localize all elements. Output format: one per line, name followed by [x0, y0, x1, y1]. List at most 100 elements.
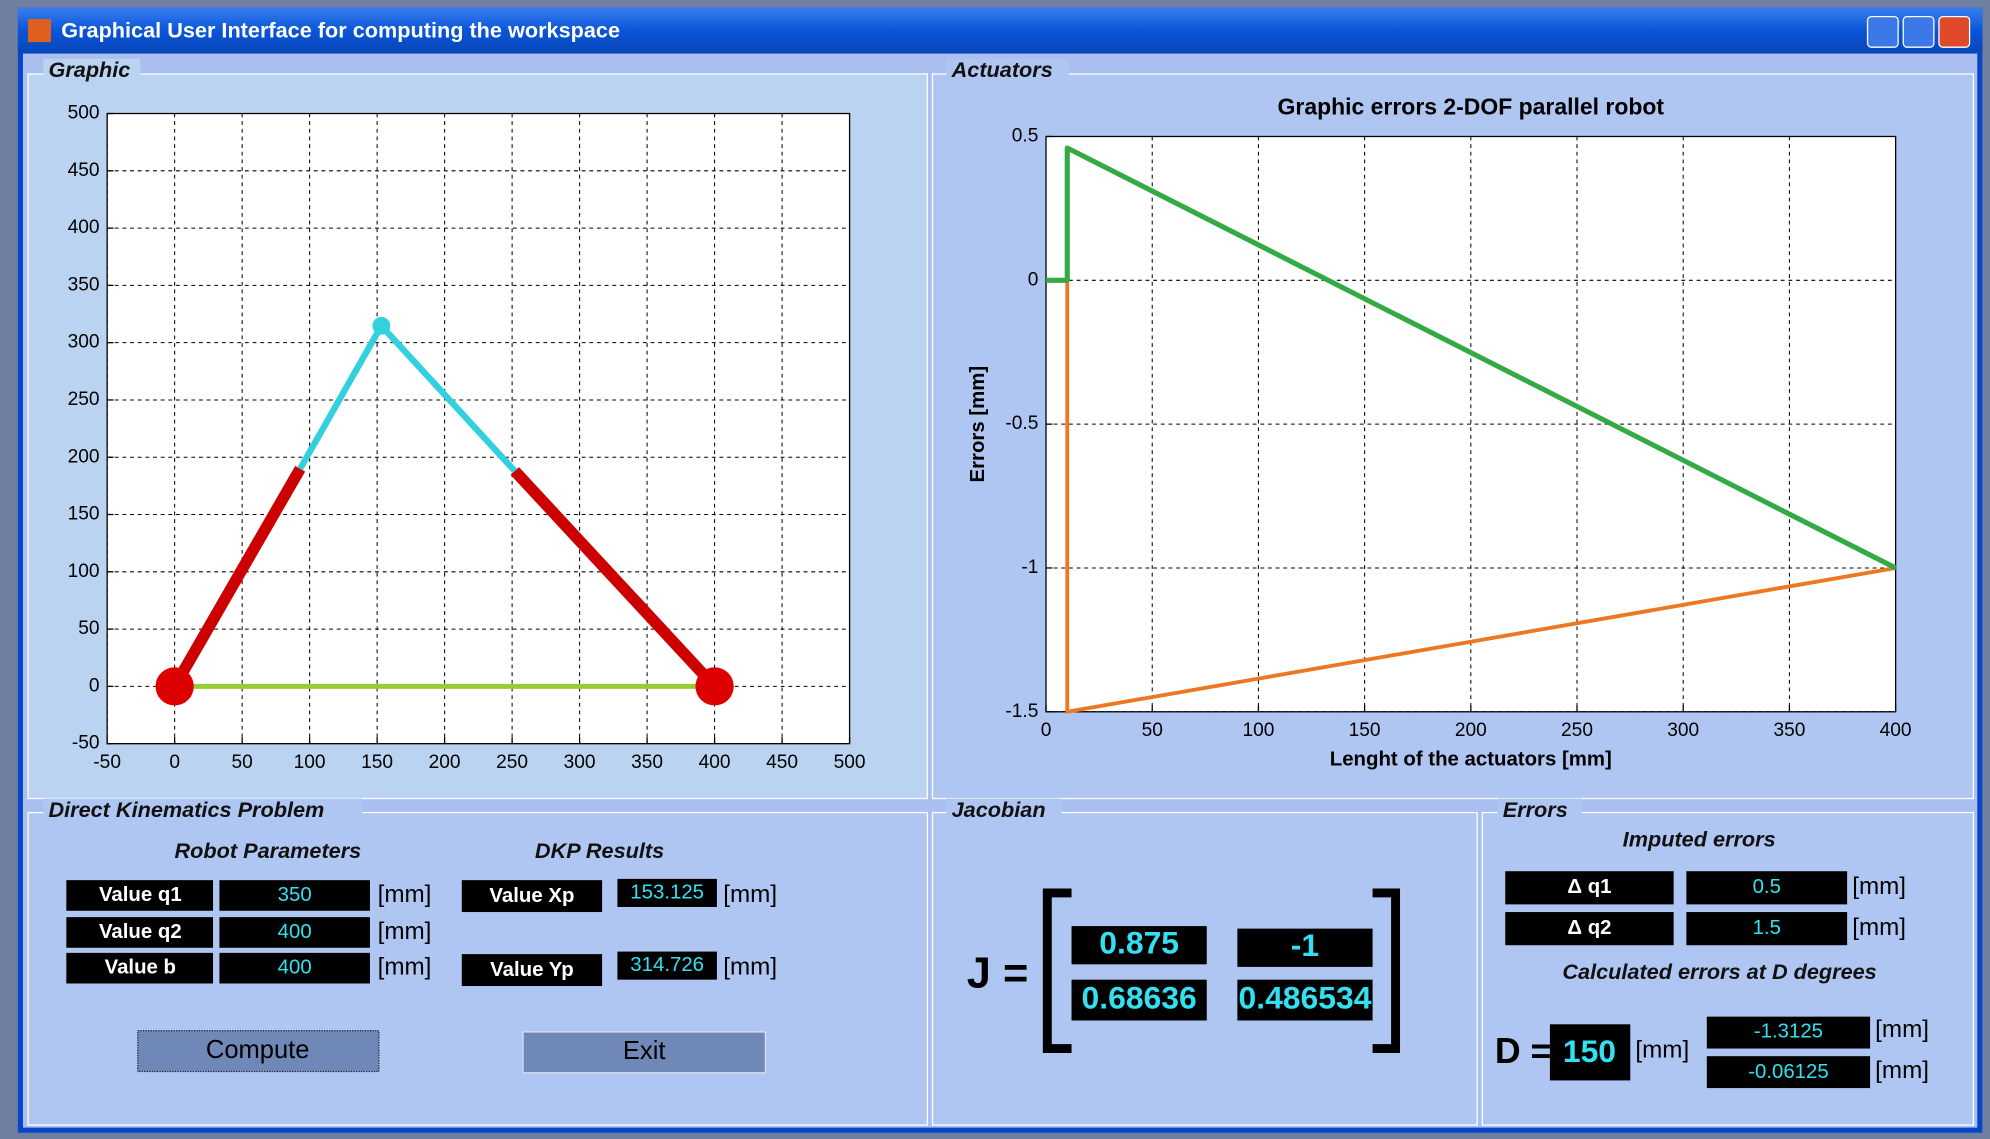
x-tick-label: 200 [1455, 720, 1487, 741]
plot-frame [1045, 135, 1897, 713]
matrix-value: 0.486534 [1239, 979, 1372, 1015]
value: -1.3125 [1754, 1020, 1823, 1042]
left-bracket [1042, 888, 1072, 1053]
right-bracket [1372, 888, 1401, 1053]
label-box [66, 952, 214, 984]
label: Value q2 [99, 921, 182, 943]
y-tick-label: 0.5 [1012, 126, 1039, 147]
parameter-row: Value q1 350 [mm] [66, 880, 431, 911]
parameter-row: Value q2 400 [mm] [66, 917, 431, 948]
maximize-button[interactable] [1902, 15, 1935, 48]
x-tick-label: 400 [699, 752, 731, 773]
x-tick-label: 0 [1041, 720, 1052, 741]
x-axis-label: Lenght of the actuators [mm] [1330, 749, 1612, 771]
panel-title-bg [43, 798, 363, 825]
panel-title-bg [43, 58, 141, 85]
x-tick-label: 400 [1880, 720, 1912, 741]
window-title: Graphical User Interface for computing t… [61, 18, 620, 43]
x-tick-label: 300 [564, 752, 596, 773]
x-tick-label: -50 [93, 752, 121, 773]
d-label: D = [1495, 1031, 1552, 1071]
series-line [510, 467, 719, 691]
input-box[interactable] [1686, 912, 1848, 946]
x-tick-label: 300 [1667, 720, 1699, 741]
minimize-button[interactable] [1866, 15, 1899, 48]
value: 0.5 [1753, 876, 1781, 898]
label: Δ q1 [1567, 876, 1611, 898]
chart-title: Graphic errors 2-DOF parallel robot [1278, 93, 1665, 119]
app-icon [28, 19, 52, 43]
y-tick-label: 200 [68, 446, 100, 467]
x-tick-label: 200 [429, 752, 461, 773]
output-box [617, 951, 717, 980]
jacobian-symbol: J = [967, 949, 1028, 997]
panel-title: Jacobian [952, 797, 1046, 822]
x-tick-label: 50 [1142, 720, 1163, 741]
panel-title: Direct Kinematics Problem [48, 797, 324, 822]
x-tick-label: 500 [834, 752, 866, 773]
label: Value b [105, 957, 176, 979]
input-box[interactable] [1686, 871, 1848, 905]
y-tick-label: 0 [1028, 269, 1039, 290]
result-row: Value Xp 153.125 [mm] [461, 878, 777, 913]
unit: [mm] [1635, 1036, 1689, 1063]
value: 314.726 [630, 954, 704, 976]
result-row: Value Yp 314.726 [mm] [461, 951, 777, 987]
unit: [mm] [1875, 1016, 1929, 1043]
close-button[interactable] [1938, 15, 1971, 48]
output-box [1706, 1016, 1871, 1049]
y-tick-label: 250 [68, 389, 100, 410]
label-box [66, 917, 214, 948]
unit: [mm] [378, 954, 432, 981]
exit-button[interactable] [522, 1031, 767, 1074]
y-tick-label: -0.5 [1005, 413, 1038, 434]
label: Δ q2 [1567, 917, 1611, 939]
y-tick-label: 300 [68, 332, 100, 353]
section-heading: Robot Parameters [175, 838, 362, 863]
y-tick-label: 350 [68, 274, 100, 295]
marker [695, 667, 734, 706]
unit: [mm] [1852, 914, 1906, 941]
label: Value Yp [490, 959, 574, 981]
matrix-value: 0.68636 [1082, 979, 1197, 1015]
panel-title: Actuators [951, 57, 1053, 82]
label: Value Xp [489, 885, 574, 907]
input-box[interactable] [219, 917, 370, 948]
x-tick-label: 350 [1773, 720, 1805, 741]
matrix-cell [1237, 979, 1373, 1021]
value: 1.5 [1753, 917, 1781, 939]
unit: [mm] [1852, 873, 1906, 900]
x-tick-label: 150 [361, 752, 393, 773]
input-box[interactable] [1549, 1024, 1631, 1081]
y-tick-label: 400 [68, 217, 100, 238]
value: -0.06125 [1748, 1061, 1829, 1083]
compute-button[interactable] [137, 1030, 380, 1073]
matrix-value: -1 [1291, 927, 1319, 963]
y-tick-label: -1.5 [1005, 701, 1038, 722]
unit: [mm] [723, 881, 777, 908]
y-tick-label: 50 [78, 618, 99, 639]
x-tick-label: 0 [169, 752, 180, 773]
value: 400 [278, 957, 312, 979]
jacobian-panel [931, 811, 1478, 1126]
plot-frame [106, 112, 851, 745]
panel-title: Graphic [48, 57, 130, 82]
x-tick-label: 100 [294, 752, 326, 773]
output-box [617, 878, 717, 907]
input-box[interactable] [219, 880, 370, 911]
panel-title-bg [946, 58, 1069, 85]
x-tick-label: 450 [766, 752, 798, 773]
marker [155, 667, 194, 706]
label: Value q1 [99, 884, 182, 906]
section-heading: Calculated errors at D degrees [1562, 959, 1876, 984]
input-box[interactable] [219, 952, 370, 984]
label-box [1505, 871, 1674, 905]
y-tick-label: 450 [68, 160, 100, 181]
unit: [mm] [378, 918, 432, 945]
panel-title-bg [946, 798, 1062, 825]
series-line [1046, 145, 1897, 571]
marker [372, 316, 391, 335]
matrix-value: 0.875 [1099, 925, 1179, 961]
y-tick-label: -50 [72, 733, 100, 754]
